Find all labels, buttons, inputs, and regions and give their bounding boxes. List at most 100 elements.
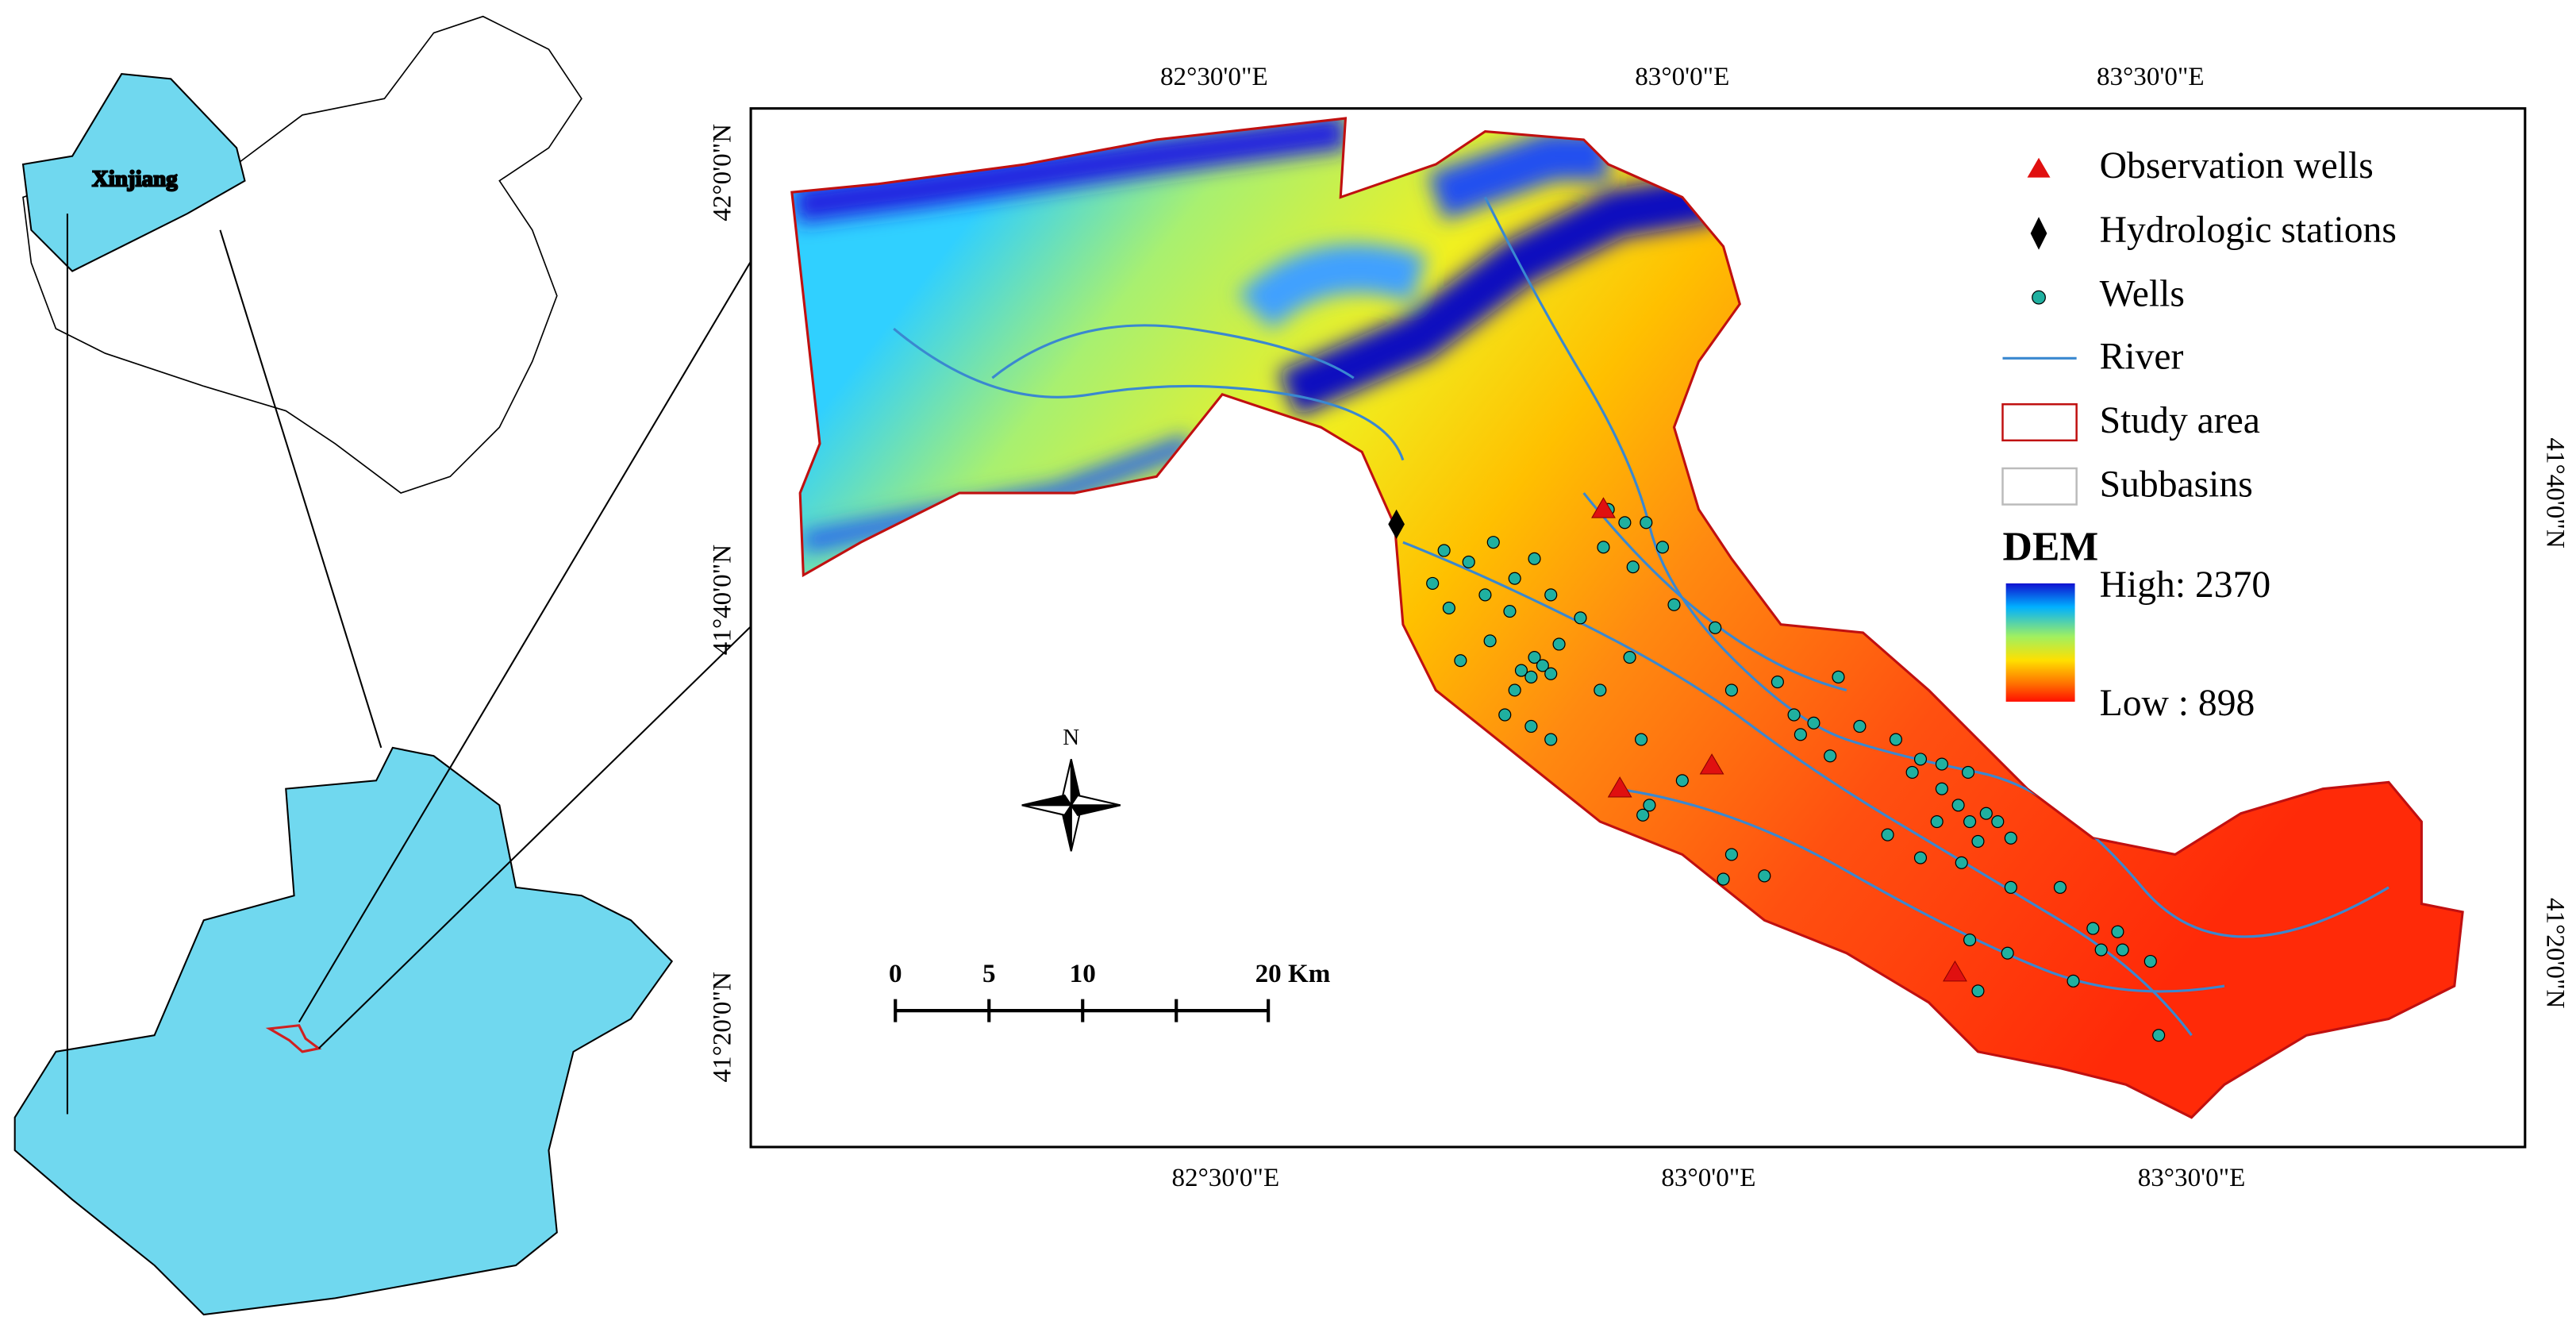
coordinate-labels: 82°30'0"E 83°0'0"E 83°30'0"E 82°30'0"E 8…: [708, 62, 2570, 1192]
well: [2086, 922, 2100, 935]
well: [1935, 757, 1948, 771]
well: [1514, 664, 1528, 677]
well: [1955, 856, 1968, 869]
well: [1597, 541, 1610, 554]
map-shape: [2001, 403, 2078, 442]
well: [1508, 683, 1521, 697]
well: [2152, 1029, 2166, 1042]
map-shape: [1607, 776, 1632, 798]
well: [1636, 808, 1650, 822]
map-shape: [2027, 157, 2051, 178]
well: [1544, 733, 1558, 746]
well: [1626, 560, 1640, 574]
well: [1717, 872, 1730, 886]
well: [1503, 605, 1517, 618]
top-tick: 83°30'0"E: [2097, 62, 2205, 91]
well: [1853, 719, 1867, 733]
north-label: N: [1063, 725, 1079, 750]
well: [2053, 880, 2067, 894]
legend-item: Subbasins: [2100, 464, 2253, 506]
xinjiang-large: [13, 746, 674, 1316]
scale-label: 10: [1070, 959, 1096, 988]
map-shape: [1591, 497, 1616, 518]
well: [1643, 799, 1656, 812]
wells: [1426, 502, 2166, 1042]
well: [2116, 943, 2129, 957]
well: [1498, 708, 1512, 722]
map-shape: [1021, 804, 1073, 816]
well: [1528, 552, 1541, 565]
well: [1426, 576, 1440, 590]
map-shape: [1943, 960, 1967, 982]
well: [1787, 708, 1801, 722]
well: [1675, 774, 1689, 787]
well: [2001, 946, 2014, 960]
legend-item: Observation wells: [2100, 145, 2374, 187]
well: [1930, 814, 1944, 829]
well: [1771, 676, 1784, 689]
map-shape: [1237, 244, 1428, 330]
left-tick: 41°40'0"N: [708, 545, 737, 655]
well: [1724, 848, 1739, 861]
map-shape: [1402, 541, 2193, 1037]
well: [1454, 654, 1467, 668]
well: [1971, 984, 1985, 998]
dem-colorbar: [2005, 583, 2075, 702]
well: [1483, 634, 1497, 648]
well: [1655, 541, 1670, 554]
legend-item: Study area: [2100, 400, 2260, 441]
map-shape: [2030, 217, 2047, 250]
right-tick: 41°20'0"N: [2540, 898, 2570, 1008]
well: [1667, 598, 1681, 611]
well: [1437, 544, 1451, 557]
map-shape: [317, 574, 805, 1049]
scale-label: 0: [889, 959, 902, 988]
scale-bar: 0 5 10 20 Km: [889, 959, 1331, 1022]
well: [2094, 943, 2108, 957]
well: [2111, 925, 2124, 938]
map-shape: [1616, 787, 2225, 993]
well: [1963, 814, 1977, 829]
dem-low: Low : 898: [2100, 683, 2255, 724]
scale-label: 5: [982, 959, 996, 988]
bottom-tick: 83°0'0"E: [1661, 1163, 1755, 1192]
well: [1913, 753, 1928, 766]
well: [1889, 733, 1903, 746]
well: [2143, 954, 2157, 968]
well: [1794, 728, 1807, 741]
well: [1758, 869, 1771, 883]
bottom-tick: 82°30'0"E: [1171, 1163, 1279, 1192]
well: [1528, 650, 1541, 664]
observation-wells: [1591, 497, 1967, 982]
well: [1961, 765, 1975, 780]
left-tick: 42°0'0"N: [708, 124, 737, 221]
well: [1724, 683, 1739, 697]
well: [1971, 834, 1985, 848]
map-shape: [2032, 290, 2046, 305]
china-outline: [22, 15, 582, 494]
xinjiang-small: [21, 73, 246, 272]
map-shape: 0 5 10 20 Km: [889, 959, 1331, 988]
well: [1524, 670, 1538, 683]
well: [1594, 683, 1607, 697]
well: [1951, 799, 1965, 812]
legend-item: Wells: [2100, 274, 2185, 315]
map-shape: [991, 324, 1355, 379]
well: [1935, 782, 1948, 795]
map-shape: [793, 118, 1348, 224]
well: [1462, 555, 1475, 569]
map-shape: [298, 191, 793, 1023]
well: [2004, 831, 2017, 845]
well: [1991, 814, 2005, 829]
scale-label: 20 Km: [1255, 959, 1331, 988]
map-shape: [893, 327, 1405, 461]
well: [1640, 516, 1653, 529]
well: [1913, 851, 1928, 864]
bottom-tick: 83°30'0"E: [2138, 1163, 2246, 1192]
well: [1881, 828, 1894, 841]
top-tick: 83°0'0"E: [1635, 62, 1729, 91]
map-shape: [2001, 467, 2078, 506]
map-shape: [219, 229, 383, 749]
